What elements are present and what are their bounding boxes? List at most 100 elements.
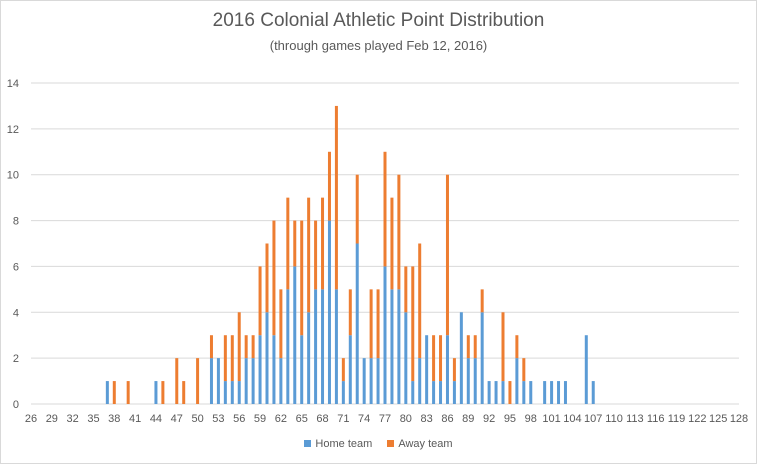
- x-tick-label: 107: [584, 413, 602, 425]
- chart-subtitle: (through games played Feb 12, 2016): [269, 38, 488, 53]
- x-tick-label: 41: [129, 413, 141, 425]
- bar-home-team: [480, 312, 484, 404]
- bar-home-team: [293, 266, 297, 404]
- y-axis: 0 2 4 6 8 10 12 14: [7, 78, 19, 411]
- bar-away-team: [293, 220, 297, 267]
- x-tick-label: 119: [668, 413, 686, 425]
- bar-home-team: [487, 381, 491, 404]
- x-tick-label: 53: [212, 413, 224, 425]
- x-tick-label: 35: [87, 413, 99, 425]
- bar-home-team: [383, 266, 387, 404]
- y-tick-label: 0: [13, 399, 19, 411]
- bar-home-team: [397, 289, 401, 404]
- x-tick-label: 110: [605, 413, 623, 425]
- bar-away-team: [501, 312, 505, 382]
- bar-away-team: [126, 381, 130, 404]
- x-tick-label: 101: [542, 413, 560, 425]
- x-tick-label: 32: [67, 413, 79, 425]
- x-tick-label: 59: [254, 413, 266, 425]
- bar-home-team: [550, 381, 554, 404]
- bar-away-team: [182, 381, 186, 404]
- bar-home-team: [584, 335, 588, 404]
- bar-home-team: [362, 358, 366, 404]
- chart-title: 2016 Colonial Athletic Point Distributio…: [212, 10, 545, 31]
- bar-away-team: [508, 381, 512, 404]
- bar-home-team: [369, 358, 373, 404]
- y-tick-label: 14: [7, 78, 19, 90]
- x-tick-label: 56: [233, 413, 245, 425]
- bar-home-team: [529, 381, 533, 404]
- bar-away-team: [452, 358, 456, 382]
- bar-away-team: [321, 197, 325, 290]
- legend: Home team Away team: [1, 438, 756, 450]
- bar-away-team: [286, 197, 290, 290]
- legend-label-home: Home team: [315, 438, 373, 450]
- bar-away-team: [348, 289, 352, 336]
- bar-home-team: [376, 358, 380, 404]
- bar-home-team: [244, 358, 248, 404]
- bar-home-team: [314, 289, 318, 404]
- x-tick-label: 47: [171, 413, 183, 425]
- bar-home-team: [418, 358, 422, 404]
- bar-home-team: [300, 335, 304, 404]
- bar-home-team: [543, 381, 547, 404]
- bar-home-team: [522, 381, 526, 404]
- bar-home-team: [223, 381, 227, 404]
- bar-home-team: [452, 381, 456, 404]
- bar-away-team: [161, 381, 165, 404]
- bar-home-team: [501, 381, 505, 404]
- bar-away-team: [334, 105, 338, 290]
- x-tick-label: 113: [626, 413, 644, 425]
- x-tick-label: 38: [108, 413, 120, 425]
- x-tick-label: 65: [296, 413, 308, 425]
- bar-away-team: [369, 289, 373, 359]
- bar-home-team: [515, 358, 519, 404]
- bar-home-team: [272, 335, 276, 404]
- legend-swatch-away: [387, 440, 395, 447]
- x-tick-label: 83: [421, 413, 433, 425]
- x-tick-label: 116: [647, 413, 665, 425]
- bar-away-team: [411, 266, 415, 382]
- bar-home-team: [216, 358, 220, 404]
- bar-home-team: [237, 381, 241, 404]
- bar-away-team: [432, 335, 436, 382]
- bar-away-team: [397, 174, 401, 290]
- bar-home-team: [445, 335, 449, 404]
- bar-away-team: [327, 151, 331, 221]
- bar-home-team: [307, 312, 311, 404]
- bar-away-team: [244, 335, 248, 359]
- bar-home-team: [404, 312, 408, 404]
- bar-home-team: [355, 243, 359, 404]
- bar-away-team: [522, 358, 526, 382]
- x-tick-label: 98: [525, 413, 537, 425]
- x-tick-label: 104: [563, 413, 581, 425]
- x-tick-label: 80: [400, 413, 412, 425]
- bar-away-team: [258, 266, 262, 336]
- bar-away-team: [314, 220, 318, 290]
- y-tick-label: 8: [13, 216, 19, 228]
- bar-away-team: [515, 335, 519, 359]
- bar-home-team: [230, 381, 234, 404]
- bar-away-team: [230, 335, 234, 382]
- x-tick-label: 122: [688, 413, 706, 425]
- bar-away-team: [390, 197, 394, 290]
- legend-label-away: Away team: [398, 438, 453, 450]
- x-tick-label: 50: [191, 413, 203, 425]
- x-tick-label: 26: [25, 413, 37, 425]
- bar-home-team: [473, 358, 477, 404]
- y-tick-label: 4: [13, 307, 19, 319]
- x-tick-label: 86: [441, 413, 453, 425]
- bar-away-team: [223, 335, 227, 382]
- y-tick-label: 10: [7, 170, 19, 182]
- bar-home-team: [209, 358, 213, 404]
- x-tick-label: 95: [504, 413, 516, 425]
- bar-home-team: [411, 381, 415, 404]
- bar-away-team: [196, 358, 200, 404]
- x-tick-label: 125: [709, 413, 727, 425]
- bar-away-team: [439, 335, 443, 382]
- x-tick-label: 92: [483, 413, 495, 425]
- x-tick-label: 62: [275, 413, 287, 425]
- x-tick-label: 71: [337, 413, 349, 425]
- y-tick-label: 2: [13, 353, 19, 365]
